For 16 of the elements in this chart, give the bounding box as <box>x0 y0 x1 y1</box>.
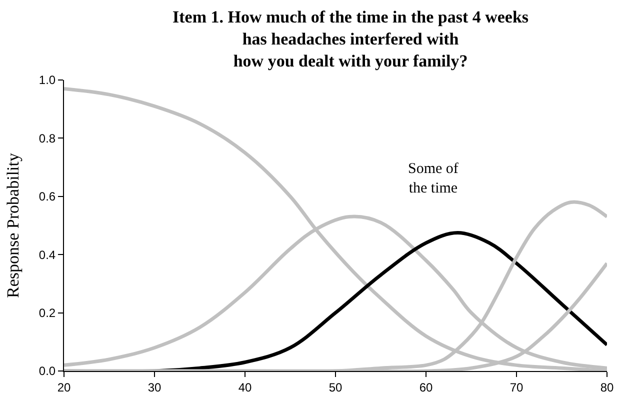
chart-title: Item 1. How much of the time in the past 4 weeks has headaches interfered with how you dealt with your family? <box>172 7 529 71</box>
y-tick-label: 0.4 <box>38 248 56 262</box>
x-tick-label: 40 <box>238 380 252 394</box>
y-axis-title: Response Probability <box>3 152 22 298</box>
x-tick-label: 30 <box>148 380 162 394</box>
x-tick-label: 70 <box>510 380 524 394</box>
y-tick-label: 0.0 <box>38 364 56 378</box>
x-tick-label: 50 <box>328 380 342 394</box>
y-tick-label: 0.6 <box>38 190 56 204</box>
y-tick-label: 1.0 <box>38 73 56 88</box>
y-tick-label: 0.2 <box>38 306 56 320</box>
x-tick-label: 80 <box>600 380 614 394</box>
x-tick-label: 60 <box>419 380 433 394</box>
annotation: Some of the time <box>408 161 458 196</box>
y-tick-label: 0.8 <box>38 131 56 146</box>
x-tick-label: 20 <box>57 380 71 394</box>
